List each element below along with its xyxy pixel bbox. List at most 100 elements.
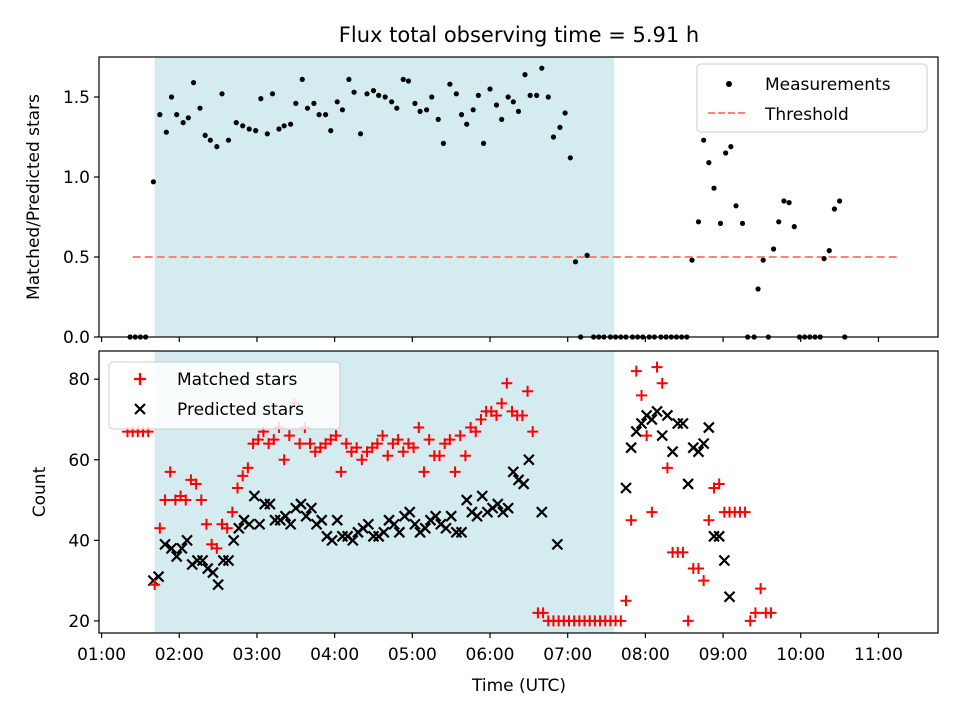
measurement-point <box>821 256 827 262</box>
matched-point <box>516 409 528 421</box>
legend-threshold-label: Threshold <box>764 105 849 125</box>
measurement-point <box>458 112 465 118</box>
top-panel-ylabel: Matched/Predicted stars <box>24 94 44 300</box>
top-y-tick-label: 0.5 <box>63 248 90 268</box>
predicted-point <box>517 478 530 490</box>
matched-point <box>496 397 508 409</box>
top-panel-frame <box>98 56 939 338</box>
predicted-point <box>492 498 504 510</box>
measurement-point <box>253 128 259 134</box>
measurement-point <box>527 92 533 98</box>
legend-predicted-label: Predicted stars <box>177 400 304 420</box>
measurement-point <box>711 185 717 191</box>
matched-point <box>636 389 648 401</box>
measurement-point <box>246 126 252 132</box>
matched-point <box>459 450 471 462</box>
measurement-point <box>400 76 406 82</box>
measurement-point <box>739 220 746 226</box>
measurement-point <box>562 110 568 116</box>
measurement-point <box>376 92 382 98</box>
matched-point <box>651 361 663 373</box>
matched-point <box>335 466 347 478</box>
top-legend-box <box>696 63 928 133</box>
measurement-point <box>202 132 208 138</box>
predicted-point <box>692 445 705 458</box>
predicted-point <box>222 554 235 567</box>
predicted-point <box>429 510 442 522</box>
matched-point <box>226 506 238 518</box>
matched-point <box>620 595 632 607</box>
measurement-point <box>770 246 777 252</box>
measurement-point <box>567 155 573 161</box>
matched-point <box>340 438 352 450</box>
measurement-point <box>723 150 729 156</box>
measurement-point <box>510 99 516 105</box>
measurement-point <box>695 219 702 225</box>
predicted-point <box>703 421 715 434</box>
bottom-panel-counts: 01:00 02:00 03:00 04:00 05:00 06:00 07:00 08:00… <box>30 350 939 696</box>
measurement-point <box>493 102 500 108</box>
matched-point <box>242 462 254 474</box>
matched-point <box>283 430 295 442</box>
matched-point <box>232 482 244 494</box>
x-tick-label: 06:00 <box>466 645 515 665</box>
matched-point <box>237 470 249 482</box>
measurement-point <box>258 96 264 102</box>
x-tick-label: 08:00 <box>621 645 670 665</box>
measurement-point <box>831 206 838 212</box>
matched-point <box>755 583 767 595</box>
measurement-point <box>423 107 430 113</box>
matched-point <box>418 466 430 478</box>
measurement-point <box>440 140 447 146</box>
matched-point <box>475 413 487 425</box>
measurement-point <box>389 99 395 105</box>
measurement-point <box>264 131 270 137</box>
measurement-point <box>346 76 352 82</box>
measurement-point <box>417 108 423 114</box>
measurement-point <box>281 123 287 129</box>
measurement-point <box>316 112 322 118</box>
measurement-point <box>185 115 191 121</box>
predicted-point <box>476 490 489 502</box>
matched-point <box>200 518 212 530</box>
measurement-point <box>733 203 739 209</box>
predicted-point <box>253 518 266 531</box>
predicted-point <box>682 478 694 490</box>
measurement-point <box>487 86 493 92</box>
measurement-point <box>197 105 203 111</box>
predicted-point <box>507 466 520 478</box>
predicted-point <box>264 498 276 510</box>
bottom-panel-ylabel: Count <box>30 466 50 517</box>
matched-point <box>537 607 549 619</box>
predicted-point <box>620 482 632 494</box>
measurement-point <box>545 94 551 100</box>
predicted-point <box>708 530 720 543</box>
measurement-point <box>755 286 761 292</box>
measurement-point <box>394 105 400 111</box>
matched-point <box>615 615 627 627</box>
matched-point <box>434 450 446 462</box>
predicted-point <box>196 554 209 567</box>
matched-point <box>149 579 161 591</box>
measurement-point <box>760 257 766 263</box>
predicted-point <box>207 566 219 579</box>
bottom-y-tick-label: 60 <box>68 451 90 471</box>
measurement-point <box>334 99 340 105</box>
predicted-point <box>630 425 643 438</box>
predicted-point <box>331 514 344 526</box>
measurement-point <box>786 200 792 206</box>
predicted-point <box>455 526 468 539</box>
matched-point <box>221 522 233 534</box>
predicted-point <box>651 405 663 418</box>
measurement-point <box>453 91 459 97</box>
top-panel-ratio: 0.0 0.5 1.0 1.5 Matched/Predicted stars Mea… <box>24 56 939 348</box>
measurement-point <box>207 137 213 143</box>
predicted-point <box>666 445 679 458</box>
matched-point <box>449 466 461 478</box>
measurement-point <box>163 129 169 135</box>
x-tick-label: 09:00 <box>699 645 748 665</box>
measurement-point <box>233 120 239 126</box>
predicted-point <box>551 538 564 551</box>
predicted-point <box>227 534 240 547</box>
measurement-point <box>499 116 505 122</box>
